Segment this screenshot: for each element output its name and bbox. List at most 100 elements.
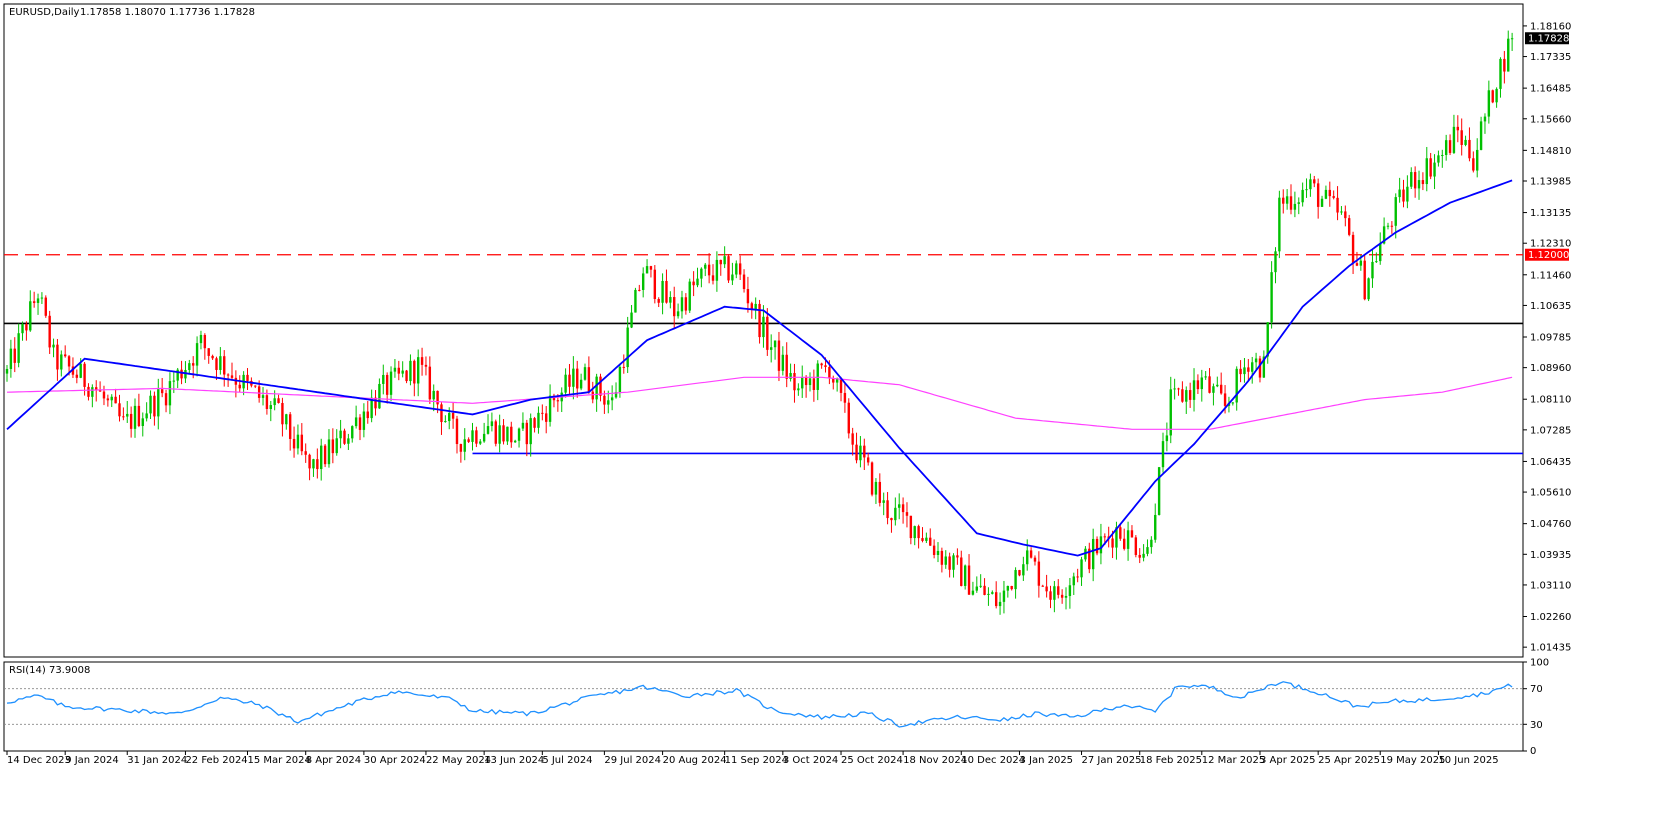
candle-body <box>114 396 117 404</box>
candle <box>634 287 637 313</box>
candle-body <box>397 367 400 374</box>
candle <box>1181 381 1184 403</box>
candle-body <box>719 259 722 265</box>
candle-body <box>238 384 241 389</box>
candle-body <box>1126 530 1130 549</box>
candle-body <box>432 390 435 400</box>
candle-body <box>975 586 978 591</box>
candle-body <box>490 421 494 427</box>
candle-body <box>75 374 79 378</box>
candle-body <box>1200 377 1203 390</box>
candle-body <box>1251 362 1254 372</box>
candle-body <box>626 327 629 368</box>
candle <box>1231 402 1235 406</box>
candle-body <box>529 418 532 445</box>
candle <box>502 419 505 445</box>
candle-body <box>513 440 517 443</box>
current-price-tag <box>1525 32 1569 45</box>
candle <box>587 356 591 394</box>
candle-body <box>401 370 404 374</box>
candle-body <box>676 311 680 317</box>
candle-body <box>967 565 971 595</box>
candle <box>106 394 110 407</box>
candle-body <box>1289 196 1293 210</box>
candle-body <box>863 445 866 458</box>
candle-body <box>1049 591 1052 600</box>
ma-slow-line <box>6 376 1513 430</box>
candle-body <box>1076 576 1079 578</box>
candle-body <box>1456 126 1460 131</box>
candle <box>444 415 447 423</box>
candle <box>114 388 117 404</box>
candle <box>288 412 292 451</box>
candle-body <box>738 263 742 275</box>
candle-body <box>1468 139 1471 159</box>
candle <box>1476 138 1479 178</box>
candle <box>1130 525 1134 538</box>
candle-body <box>1161 441 1165 468</box>
candle-body <box>983 585 986 595</box>
candle-body <box>870 462 874 495</box>
candle <box>312 458 315 477</box>
candle-body <box>843 392 847 403</box>
candle <box>1425 146 1428 192</box>
candle <box>948 552 951 578</box>
candle-body <box>1340 211 1343 213</box>
candle-body <box>545 413 548 422</box>
candle <box>102 385 106 406</box>
candle-body <box>932 545 936 555</box>
candle <box>1336 186 1339 221</box>
candle <box>281 397 284 437</box>
candle <box>1282 189 1285 214</box>
candle-body <box>905 512 909 516</box>
candle <box>762 305 765 348</box>
candle-body <box>835 378 839 383</box>
y-tick-label: 1.14810 <box>1530 146 1571 157</box>
candle <box>1491 89 1494 104</box>
candle <box>793 363 796 403</box>
candle-body <box>374 397 377 409</box>
candle <box>944 550 947 569</box>
candle-body <box>126 413 129 417</box>
candle <box>1444 134 1448 161</box>
candle <box>1188 382 1192 408</box>
candle-body <box>308 454 311 469</box>
candle-body <box>723 256 726 265</box>
candle-body <box>471 430 474 442</box>
candle-body <box>987 593 990 595</box>
candle-body <box>188 363 191 370</box>
candle <box>389 366 393 401</box>
candle-body <box>339 430 342 439</box>
candle <box>401 361 404 378</box>
candle <box>1305 178 1308 198</box>
candle-body <box>1394 197 1397 226</box>
candle <box>905 502 909 528</box>
candle <box>610 385 614 411</box>
candle <box>29 290 32 332</box>
candle <box>696 267 699 288</box>
y-tick-label: 1.18160 <box>1530 21 1571 32</box>
candle-body <box>98 390 102 392</box>
candle <box>1154 503 1157 543</box>
y-tick-label: 1.02260 <box>1530 612 1571 623</box>
candle-body <box>1018 570 1021 576</box>
candle <box>1169 376 1172 444</box>
candle-body <box>777 340 781 371</box>
candle-body <box>1088 548 1091 570</box>
candle <box>137 393 141 428</box>
candle <box>754 297 757 320</box>
candle-body <box>808 378 812 386</box>
candle-body <box>653 269 657 299</box>
candle-body <box>1196 380 1200 390</box>
candle <box>52 338 55 358</box>
candle-body <box>610 397 614 401</box>
candle <box>393 358 397 378</box>
candle-body <box>63 354 67 357</box>
candle-body <box>133 405 137 429</box>
candle-body <box>1413 172 1417 189</box>
candle <box>195 336 199 377</box>
candle <box>320 438 323 481</box>
candle-body <box>1037 561 1041 586</box>
candle-body <box>1448 140 1452 153</box>
candle-body <box>25 323 28 331</box>
